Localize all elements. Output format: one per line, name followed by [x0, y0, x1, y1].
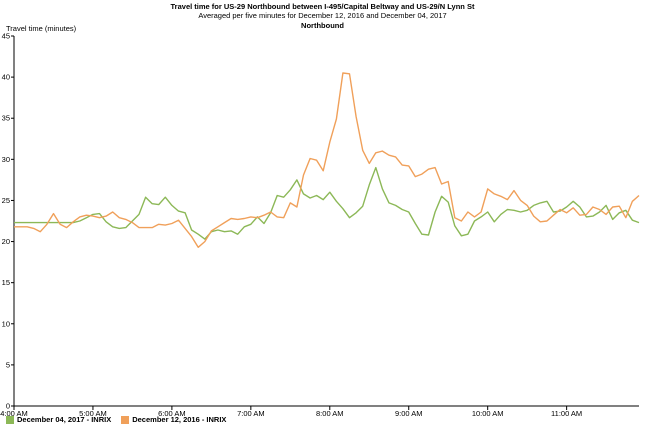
x-tick-label: 8:00 AM: [316, 409, 344, 418]
x-tick-label: 6:00 AM: [158, 409, 186, 418]
legend-swatch-2017: [6, 415, 14, 424]
y-tick-label: 15: [2, 278, 10, 287]
x-tick-label: 11:00 AM: [551, 409, 582, 418]
y-tick-label: 0: [6, 402, 10, 411]
y-tick-label: 5: [6, 360, 10, 369]
y-tick-label: 25: [2, 196, 10, 205]
legend-label-2017: December 04, 2017 - INRIX: [17, 415, 112, 424]
legend-label-2016: December 12, 2016 - INRIX: [132, 415, 227, 424]
x-tick-label: 7:00 AM: [237, 409, 265, 418]
chart-legend: December 04, 2017 - INRIX December 12, 2…: [6, 415, 226, 424]
legend-item-2016: December 12, 2016 - INRIX: [121, 415, 226, 424]
series-line-1: [14, 72, 640, 249]
y-axis-label: Travel time (minutes): [6, 24, 77, 33]
x-tick-label: 5:00 AM: [79, 409, 107, 418]
x-tick-label: 9:00 AM: [395, 409, 423, 418]
x-tick-label: 10:00 AM: [472, 409, 504, 418]
y-tick-label: 30: [2, 155, 10, 164]
chart-titles: Travel time for US-29 Northbound between…: [0, 2, 645, 31]
chart-title: Travel time for US-29 Northbound between…: [170, 2, 475, 11]
y-tick-label: 40: [2, 73, 10, 82]
legend-item-2017: December 04, 2017 - INRIX: [6, 415, 111, 424]
chart-subtitle: Averaged per five minutes for December 1…: [198, 11, 447, 20]
y-tick-label: 10: [2, 319, 10, 328]
x-tick-label: 4:00 AM: [0, 409, 28, 418]
series-line-0: [14, 166, 640, 240]
y-tick-label: 35: [2, 114, 10, 123]
y-tick-label: 20: [2, 237, 10, 246]
y-tick-label: 45: [2, 32, 10, 41]
chart-direction-subtitle: Northbound: [301, 21, 344, 30]
legend-swatch-2016: [121, 415, 130, 424]
